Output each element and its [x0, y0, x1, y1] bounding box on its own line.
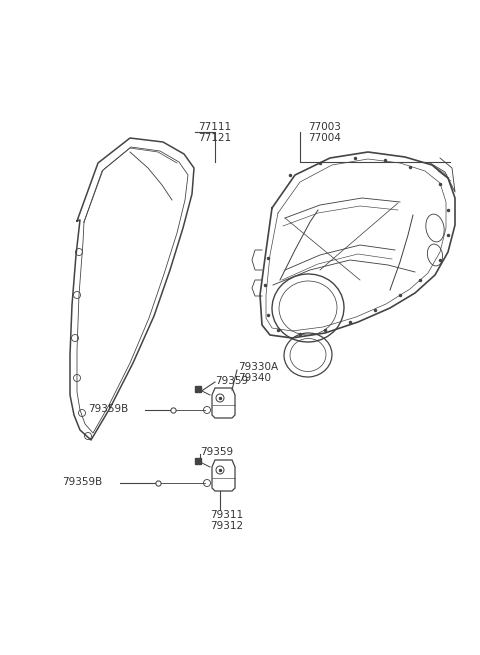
Text: 79359B: 79359B [88, 404, 128, 414]
Text: 79330A: 79330A [238, 362, 278, 372]
Text: 77111: 77111 [198, 122, 231, 132]
Text: 79359B: 79359B [62, 477, 102, 487]
Text: 79340: 79340 [238, 373, 271, 383]
Text: 79311: 79311 [210, 510, 243, 520]
Text: 77004: 77004 [308, 133, 341, 143]
Text: 77121: 77121 [198, 133, 231, 143]
Text: 79312: 79312 [210, 521, 243, 531]
Text: 79359: 79359 [215, 376, 248, 386]
Text: 77003: 77003 [308, 122, 341, 132]
Text: 79359: 79359 [200, 447, 233, 457]
